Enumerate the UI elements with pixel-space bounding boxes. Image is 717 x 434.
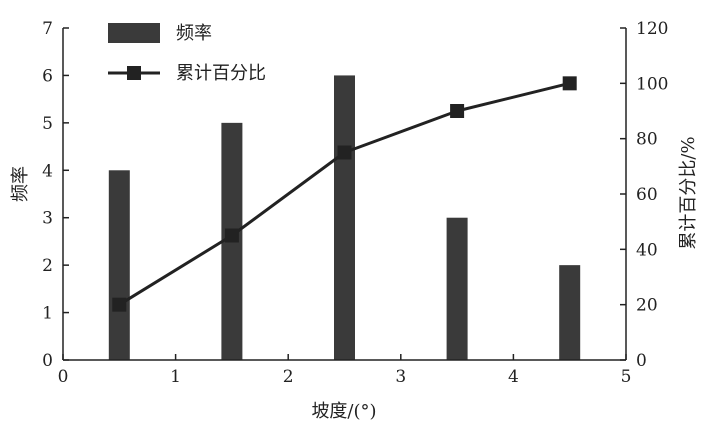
line-layer [112, 76, 577, 312]
y2-tick-label: 0 [636, 351, 647, 371]
y2-tick-label: 20 [636, 296, 658, 316]
y-tick-label: 6 [42, 66, 53, 86]
legend-line-marker [127, 66, 141, 80]
y-tick-label: 2 [42, 256, 53, 276]
y-tick-label: 4 [42, 161, 53, 181]
y2-tick-label: 80 [636, 130, 658, 150]
x-tick-label: 3 [395, 367, 406, 387]
y2-tick-label: 100 [636, 74, 668, 94]
legend-bar-label: 频率 [176, 23, 212, 44]
y-tick-label: 7 [42, 19, 53, 39]
line-point [450, 104, 465, 118]
bar [559, 265, 581, 360]
bar [334, 75, 355, 360]
bar [446, 217, 468, 360]
y-tick-label: 5 [42, 114, 53, 134]
y-tick-label: 3 [42, 209, 53, 229]
y-axis-title: 频率 [10, 166, 31, 202]
line-point [224, 228, 239, 243]
y2-axis-title: 累计百分比/% [678, 136, 699, 249]
line-point [562, 76, 577, 91]
x-tick-label: 1 [170, 367, 181, 387]
line-point [112, 297, 127, 312]
x-tick-label: 0 [58, 367, 69, 387]
y-tick-label: 1 [42, 304, 53, 324]
y2-tick-label: 120 [636, 19, 668, 39]
y2-tick-label: 40 [636, 240, 658, 260]
x-axis-title: 坡度/(°) [311, 401, 376, 422]
line-point [337, 145, 352, 160]
x-tick-label: 5 [621, 367, 632, 387]
y2-tick-label: 60 [636, 185, 658, 205]
y-tick-label: 0 [42, 351, 53, 371]
legend-line-label: 累计百分比 [176, 63, 266, 84]
legend-bar-swatch [108, 23, 160, 43]
x-tick-label: 2 [283, 367, 294, 387]
bar [108, 170, 130, 360]
bars-layer [108, 75, 581, 360]
x-tick-label: 4 [508, 367, 519, 387]
